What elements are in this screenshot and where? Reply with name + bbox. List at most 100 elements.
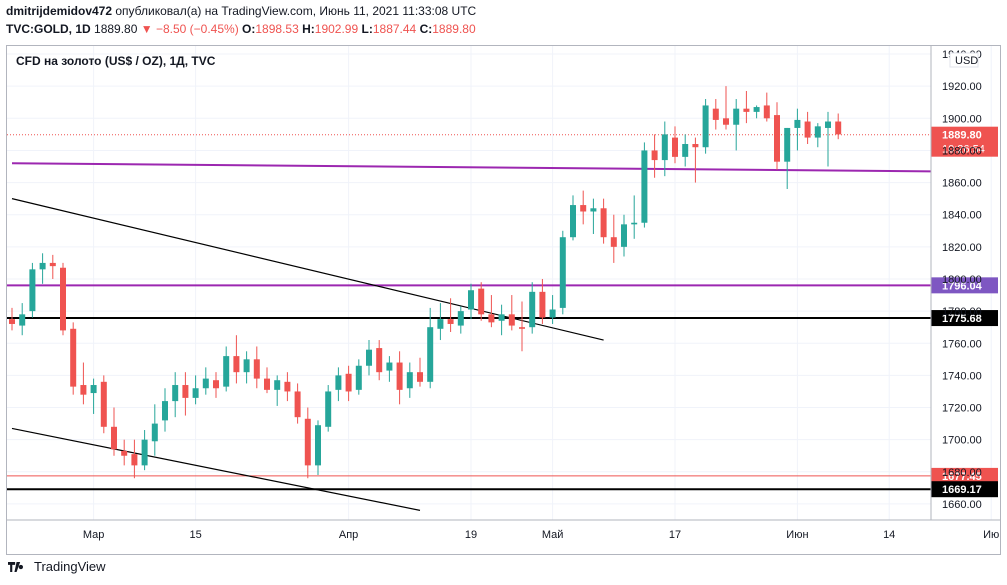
candle[interactable]: [825, 111, 831, 167]
candle[interactable]: [60, 262, 66, 336]
candle[interactable]: [9, 307, 15, 331]
chart-frame: [6, 45, 1001, 555]
candle-body: [529, 291, 536, 328]
candle[interactable]: [590, 198, 597, 234]
time-tick-label: 14: [883, 529, 895, 541]
candle[interactable]: [141, 430, 148, 471]
high-label: H:: [302, 22, 315, 36]
candle[interactable]: [192, 375, 199, 405]
candle[interactable]: [100, 375, 107, 434]
candle[interactable]: [468, 283, 474, 320]
candle[interactable]: [529, 282, 536, 334]
candle[interactable]: [763, 92, 770, 122]
candle[interactable]: [753, 105, 760, 119]
candle[interactable]: [131, 439, 138, 479]
candle[interactable]: [631, 195, 638, 239]
candle[interactable]: [743, 90, 750, 124]
candle[interactable]: [253, 346, 260, 389]
candle[interactable]: [39, 253, 46, 284]
candle[interactable]: [90, 378, 97, 414]
candle[interactable]: [49, 254, 56, 279]
candle[interactable]: [182, 372, 189, 416]
candle[interactable]: [376, 340, 383, 381]
candle[interactable]: [172, 372, 179, 418]
candle[interactable]: [70, 322, 77, 395]
candle[interactable]: [29, 262, 36, 318]
candle[interactable]: [733, 99, 740, 151]
candle[interactable]: [274, 375, 281, 406]
candle[interactable]: [804, 111, 811, 145]
candle[interactable]: [19, 303, 26, 336]
candle[interactable]: [284, 372, 291, 402]
candle[interactable]: [366, 340, 372, 376]
candle[interactable]: [335, 367, 342, 402]
candle[interactable]: [498, 304, 505, 336]
candle[interactable]: [417, 357, 423, 387]
candle-body: [396, 362, 403, 390]
trendline[interactable]: [11, 162, 932, 173]
candle[interactable]: [814, 123, 821, 148]
candle[interactable]: [610, 214, 617, 263]
candle[interactable]: [325, 385, 332, 432]
candle-body: [621, 224, 627, 247]
candle[interactable]: [723, 86, 729, 130]
candle[interactable]: [315, 420, 321, 476]
candle[interactable]: [774, 102, 780, 170]
candle[interactable]: [427, 307, 434, 389]
candle[interactable]: [702, 99, 709, 154]
candle[interactable]: [355, 359, 362, 395]
candle[interactable]: [488, 295, 495, 328]
candle[interactable]: [478, 282, 485, 321]
candle[interactable]: [406, 362, 413, 398]
candle[interactable]: [386, 356, 393, 382]
candle[interactable]: [121, 439, 128, 466]
candle[interactable]: [437, 303, 444, 341]
trendline[interactable]: [11, 427, 421, 511]
candle-body: [29, 269, 36, 312]
tradingview-footer[interactable]: TradingView: [8, 559, 106, 574]
candle-body: [784, 127, 791, 162]
candle[interactable]: [549, 295, 556, 324]
candle-body: [447, 319, 454, 324]
candle[interactable]: [661, 121, 668, 177]
candle[interactable]: [457, 306, 464, 334]
candle[interactable]: [712, 99, 719, 130]
trendline[interactable]: [11, 198, 604, 341]
candle[interactable]: [223, 346, 230, 392]
candle[interactable]: [580, 190, 587, 225]
candle[interactable]: [396, 351, 403, 405]
candle[interactable]: [682, 134, 689, 167]
candle[interactable]: [233, 335, 240, 384]
candle[interactable]: [641, 142, 648, 228]
candle[interactable]: [692, 137, 699, 183]
candle[interactable]: [651, 134, 658, 178]
candle[interactable]: [264, 367, 270, 394]
candle[interactable]: [621, 214, 627, 257]
candle[interactable]: [202, 367, 209, 395]
candle[interactable]: [304, 407, 311, 479]
author-name[interactable]: dmitrijdemidov472: [6, 4, 113, 18]
candle[interactable]: [345, 365, 352, 402]
candle[interactable]: [784, 127, 791, 190]
candle[interactable]: [559, 230, 566, 315]
candle[interactable]: [213, 372, 219, 398]
candle[interactable]: [794, 108, 801, 151]
candle[interactable]: [243, 351, 250, 384]
candle[interactable]: [672, 126, 678, 164]
candle[interactable]: [835, 113, 842, 140]
candle[interactable]: [447, 298, 454, 333]
candle[interactable]: [111, 407, 117, 456]
candle[interactable]: [294, 383, 301, 424]
candle[interactable]: [80, 362, 87, 405]
candle[interactable]: [508, 295, 515, 331]
candle[interactable]: [570, 195, 576, 241]
price-level-tag: [931, 277, 998, 294]
candle[interactable]: [162, 388, 168, 432]
candle[interactable]: [151, 404, 158, 456]
candle[interactable]: [519, 301, 525, 352]
candle-body: [600, 208, 607, 238]
candle[interactable]: [600, 198, 607, 244]
candle[interactable]: [539, 278, 546, 324]
candle-body: [733, 108, 740, 125]
